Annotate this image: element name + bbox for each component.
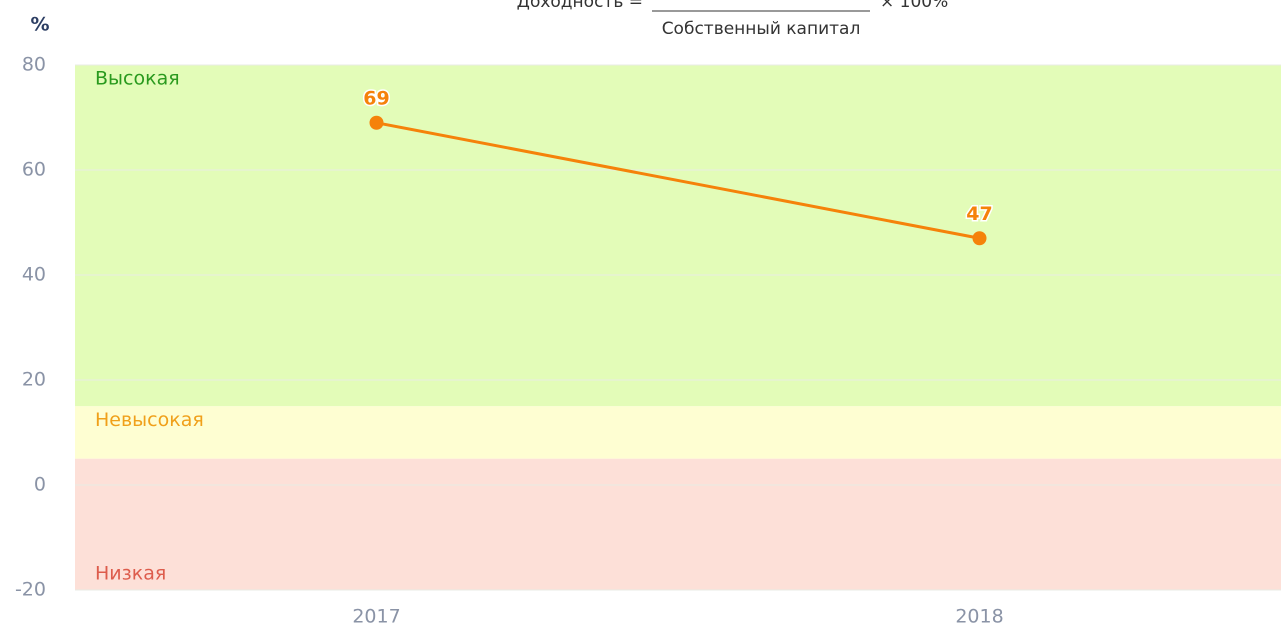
data-label: 69 — [363, 87, 389, 109]
formula-left: Доходность = — [517, 0, 643, 12]
x-tick-label: 2018 — [955, 606, 1003, 628]
formula-denominator: Собственный капитал — [662, 19, 861, 39]
y-tick-label: 0 — [34, 474, 46, 496]
y-tick-label: -20 — [15, 579, 46, 601]
zone-label: Низкая — [95, 563, 166, 585]
y-axis-label: % — [30, 14, 49, 36]
zone-label: Высокая — [95, 68, 180, 90]
point — [369, 115, 384, 130]
formula-right: × 100% — [880, 0, 948, 12]
zone — [75, 65, 1281, 407]
y-tick-label: 60 — [22, 159, 46, 181]
zone-label: Невысокая — [95, 409, 204, 431]
line — [376, 121, 980, 240]
y-tick-label: 80 — [22, 54, 46, 76]
zone — [75, 458, 1281, 590]
point — [972, 231, 987, 246]
y-tick-label: 40 — [22, 264, 46, 286]
y-tick-label: 20 — [22, 369, 46, 391]
x-tick-label: 2017 — [352, 606, 400, 628]
zone — [75, 406, 1281, 459]
data-label: 47 — [966, 203, 992, 225]
